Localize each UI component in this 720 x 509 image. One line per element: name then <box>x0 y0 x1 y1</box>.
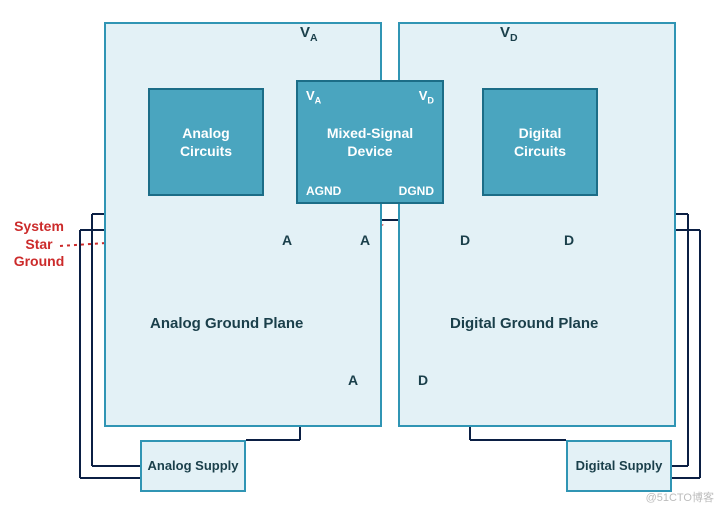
mixed-signal-text: Mixed-Signal Device <box>298 124 442 160</box>
analog-supply-block: Analog Supply <box>140 440 246 492</box>
gnd-a2: A <box>360 232 370 248</box>
analog-circuits-block: Analog Circuits <box>148 88 264 196</box>
digital-plane-caption: Digital Ground Plane <box>450 315 598 332</box>
vd-label: VD <box>500 24 518 44</box>
digital-supply-text: Digital Supply <box>576 458 663 474</box>
digital-circuits-block: Digital Circuits <box>482 88 598 196</box>
gnd-d3: D <box>418 372 428 388</box>
vd-sub: D <box>510 32 518 44</box>
mixed-va: VA <box>306 88 321 106</box>
vd-text: V <box>500 24 510 41</box>
gnd-a1: A <box>282 232 292 248</box>
mixed-vd: VD <box>419 88 434 106</box>
system-star-ground-label: System Star Ground <box>4 218 74 271</box>
gnd-d2: D <box>564 232 574 248</box>
gnd-a3: A <box>348 372 358 388</box>
gnd-d1: D <box>460 232 470 248</box>
va-text: V <box>300 24 310 41</box>
analog-circuits-text: Analog Circuits <box>150 124 262 160</box>
mixed-dgnd: DGND <box>399 184 434 198</box>
mixed-va-v: V <box>306 88 315 103</box>
digital-supply-block: Digital Supply <box>566 440 672 492</box>
watermark: @51CTO博客 <box>646 489 714 505</box>
mixed-signal-block: Mixed-Signal Device VA VD AGND DGND <box>296 80 444 204</box>
va-label: VA <box>300 24 318 44</box>
analog-plane-caption: Analog Ground Plane <box>150 315 303 332</box>
digital-circuits-text: Digital Circuits <box>484 124 596 160</box>
analog-supply-text: Analog Supply <box>148 458 239 474</box>
mixed-agnd: AGND <box>306 184 341 198</box>
va-sub: A <box>310 32 318 44</box>
mixed-vd-d: D <box>427 96 434 106</box>
mixed-va-a: A <box>315 96 322 106</box>
